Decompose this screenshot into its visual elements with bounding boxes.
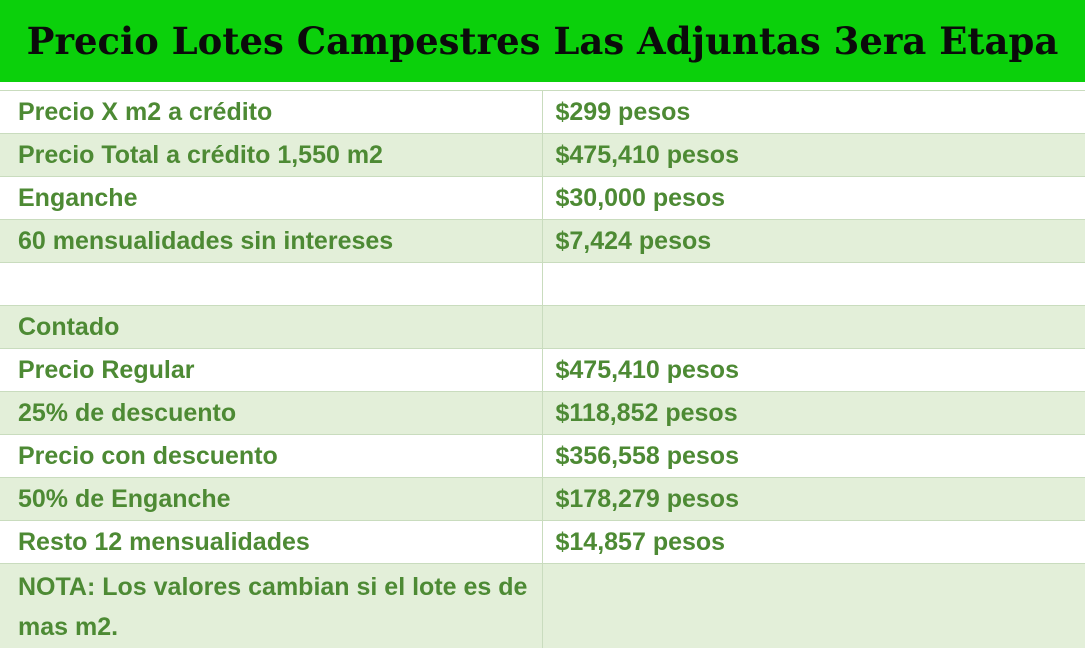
row-value: $7,424 pesos (541, 219, 1085, 263)
note-text: NOTA: Los valores cambian si el lote es … (0, 563, 542, 648)
table-row: Precio X m2 a crédito $299 pesos (0, 90, 1085, 134)
row-label: 25% de descuento (0, 391, 542, 435)
row-value (541, 563, 1085, 648)
row-label: Resto 12 mensualidades (0, 520, 542, 564)
row-label: Precio Regular (0, 348, 542, 392)
table-row-section: Contado (0, 305, 1085, 349)
table-row: 25% de descuento $118,852 pesos (0, 391, 1085, 435)
title-banner: Precio Lotes Campestres Las Adjuntas 3er… (0, 0, 1085, 82)
row-value: $14,857 pesos (541, 520, 1085, 564)
header-spacer (0, 82, 1085, 90)
row-value: $475,410 pesos (541, 133, 1085, 177)
row-value (541, 262, 1085, 306)
row-value: $178,279 pesos (541, 477, 1085, 521)
table-row: 50% de Enganche $178,279 pesos (0, 477, 1085, 521)
row-value: $118,852 pesos (541, 391, 1085, 435)
table-row: Precio con descuento $356,558 pesos (0, 434, 1085, 478)
row-label: 60 mensualidades sin intereses (0, 219, 542, 263)
row-label: Precio X m2 a crédito (0, 90, 542, 134)
row-value: $356,558 pesos (541, 434, 1085, 478)
table-row: Resto 12 mensualidades $14,857 pesos (0, 520, 1085, 564)
row-label: Precio Total a crédito 1,550 m2 (0, 133, 542, 177)
table-row-note: NOTA: Los valores cambian si el lote es … (0, 563, 1085, 648)
table-row: Precio Regular $475,410 pesos (0, 348, 1085, 392)
row-label: 50% de Enganche (0, 477, 542, 521)
row-value: $299 pesos (541, 90, 1085, 134)
row-value: $30,000 pesos (541, 176, 1085, 220)
row-label (0, 262, 542, 306)
section-label: Contado (0, 305, 542, 349)
pricing-table: Precio X m2 a crédito $299 pesos Precio … (0, 90, 1085, 648)
table-row: Enganche $30,000 pesos (0, 176, 1085, 220)
table-row-empty (0, 262, 1085, 306)
row-label: Enganche (0, 176, 542, 220)
row-value: $475,410 pesos (541, 348, 1085, 392)
row-label: Precio con descuento (0, 434, 542, 478)
table-row: 60 mensualidades sin intereses $7,424 pe… (0, 219, 1085, 263)
table-row: Precio Total a crédito 1,550 m2 $475,410… (0, 133, 1085, 177)
row-value (541, 305, 1085, 349)
page-title: Precio Lotes Campestres Las Adjuntas 3er… (26, 19, 1059, 63)
